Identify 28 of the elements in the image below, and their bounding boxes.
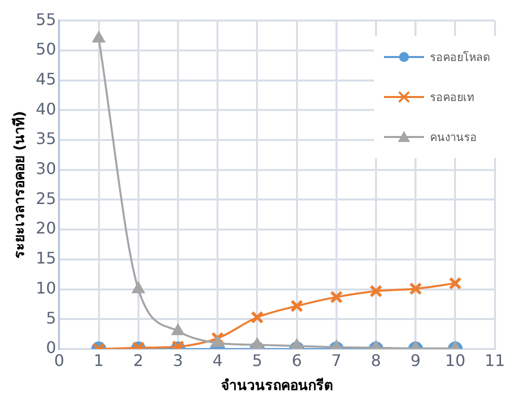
x-tick-label: 1 [94,350,104,370]
legend-label: รอคอยโหลด [430,50,490,66]
x-tick-label: 11 [484,350,505,370]
x-tick-label: 5 [252,350,262,370]
x-tick-label: 2 [133,350,144,370]
y-tick-label: 15 [36,248,56,268]
legend-label: คนงานรอ [430,130,477,146]
x-tick-label: 4 [212,350,223,370]
y-tick-label: 40 [36,99,56,118]
x-tick-label: 8 [370,350,382,370]
y-tick-label: 50 [36,40,56,59]
y-tick-label: 45 [36,69,56,88]
legend-label: รอคอยเท [430,90,474,106]
y-axis-title: ระยะเวลารอคอย (นาที) [12,110,28,259]
y-tick-label: 25 [36,188,56,208]
y-tick-label: 30 [36,159,56,178]
y-tick-label: 20 [36,218,56,238]
x-axis-title: จำนวนรถคอนกรีต [220,378,333,394]
y-tick-label: 55 [36,10,56,29]
x-tick-label: 3 [172,350,184,370]
x-tick-label: 6 [292,350,302,370]
y-tick-label: 0 [46,338,56,358]
y-tick-label: 5 [46,308,56,328]
y-tick-label: 35 [36,129,56,148]
x-tick-label: 7 [331,350,342,370]
y-tick-label: 10 [36,278,56,298]
x-tick-label: 9 [410,350,421,370]
x-tick-label: 10 [445,350,466,370]
